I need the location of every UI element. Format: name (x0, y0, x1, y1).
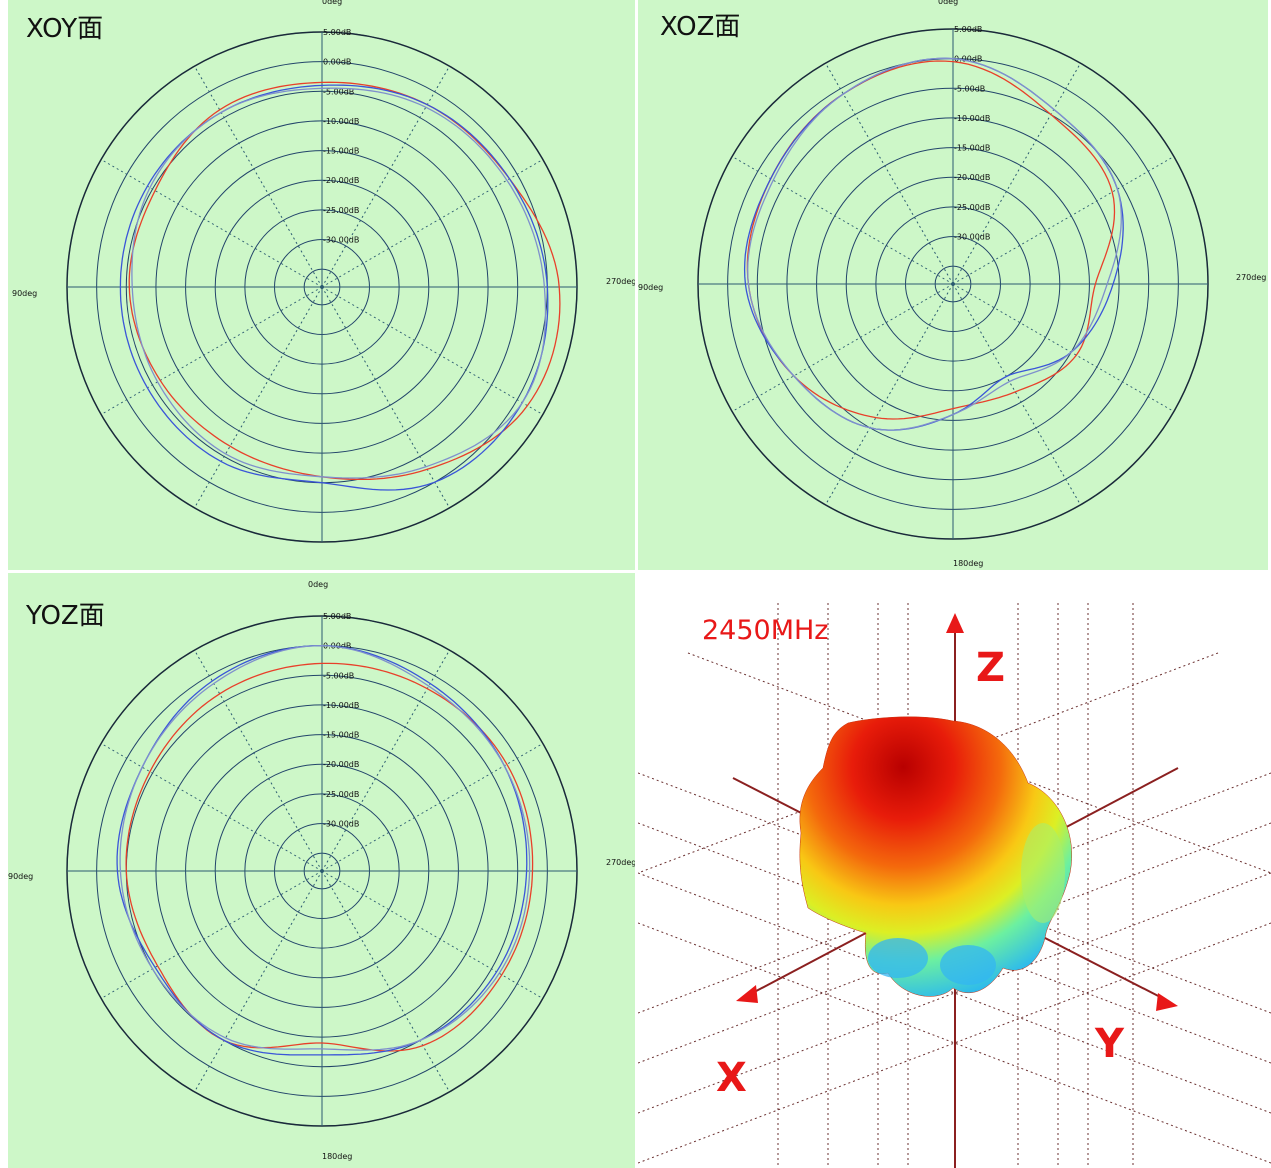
polar-chart-xoy: 5.00dB 0.00dB -5.00dB -10.00dB -15.00dB -20.0… (12, 0, 635, 543)
polar-chart-xoz: 5.00dB 0.00dB -5.00dB -10.00dB -15.00dB -20.0… (638, 0, 1266, 568)
y-axis-arrow (1156, 993, 1178, 1011)
angle-tick-label: 180deg (322, 1152, 352, 1161)
ring-tick-label: -30.00dB (323, 820, 359, 829)
polar-spoke (825, 62, 954, 285)
ring-tick-label: -20.00dB (954, 173, 990, 182)
angle-tick-label: 0deg (938, 0, 958, 6)
ring-tick-label: 0.00dB (954, 55, 982, 64)
ring-tick-label: -20.00dB (323, 760, 359, 769)
lobe-bottom-shade (868, 938, 928, 978)
ring-tick-label: -30.00dB (323, 236, 359, 245)
polar-series-line (743, 57, 1124, 431)
angle-tick-label: 180deg (953, 559, 983, 568)
ring-tick-label: -25.00dB (323, 206, 359, 215)
z-axis-arrow (946, 613, 964, 633)
radiation-lobe (799, 716, 1072, 997)
ring-tick-label: -20.00dB (323, 176, 359, 185)
polar-spoke (825, 283, 954, 506)
y-axis-label: Y (1095, 1021, 1124, 1067)
angle-tick-label: 270deg (1236, 273, 1266, 282)
ring-tick-label: 5.00dB (954, 25, 982, 34)
ring-tick-label: -25.00dB (954, 203, 990, 212)
angle-tick-label: 90deg (638, 283, 663, 292)
ring-tick-label: -5.00dB (954, 84, 985, 93)
angle-tick-label: 0deg (322, 0, 342, 6)
ring-tick-label: 5.00dB (323, 612, 351, 621)
polar-spoke (321, 870, 450, 1093)
ring-tick-label: -30.00dB (954, 233, 990, 242)
angle-tick-label: 270deg (606, 858, 635, 867)
polar-series-line (119, 644, 531, 1051)
ring-tick-label: 5.00dB (323, 28, 351, 37)
ring-tick-label: -15.00dB (323, 731, 359, 740)
x-axis-label: X (716, 1055, 747, 1101)
ring-tick-label: -5.00dB (323, 87, 354, 96)
z-axis-label: Z (976, 645, 1006, 691)
polar-spoke (731, 156, 954, 285)
polar-series-line (131, 87, 547, 479)
polar-spoke (194, 65, 323, 288)
polar-panel-yoz: 5.00dB 0.00dB -5.00dB -10.00dB -15.00dB -20.0… (8, 573, 635, 1168)
polar-series-line (747, 57, 1122, 431)
polar-spoke (321, 870, 544, 999)
chart-title-xoz: XOZ面 (660, 12, 741, 42)
chart-title-yoz: YOZ面 (26, 601, 105, 631)
polar-series-line (119, 84, 549, 491)
polar-spoke (321, 286, 450, 509)
polar-spoke (100, 743, 323, 872)
polar-spoke (731, 283, 954, 412)
lobe-side-shade (1021, 823, 1065, 923)
angle-tick-label: 0deg (308, 580, 328, 589)
ring-tick-label: -10.00dB (954, 114, 990, 123)
angle-tick-label: 90deg (8, 872, 33, 881)
chart-title-xoy: XOY面 (26, 14, 104, 44)
ring-tick-label: -15.00dB (954, 144, 990, 153)
radiation-pattern-3d (638, 603, 1271, 1168)
lobe-bottom-shade (940, 945, 996, 985)
ring-tick-label: -5.00dB (323, 671, 354, 680)
ring-tick-label: -10.00dB (323, 117, 359, 126)
polar-panel-xoz: 5.00dB 0.00dB -5.00dB -10.00dB -15.00dB -20.0… (638, 0, 1268, 570)
frequency-label: 2450MHz (702, 615, 829, 646)
angle-tick-label: 90deg (12, 289, 37, 298)
polar-chart-yoz: 5.00dB0.00dB-5.00dB-10.00dB-15.00dB-20.0… (8, 580, 635, 1161)
polar-panel-xoy: 5.00dB 0.00dB -5.00dB -10.00dB -15.00dB -20.0… (8, 0, 635, 570)
polar-series-line (125, 662, 534, 1052)
angle-tick-label: 270deg (606, 277, 635, 286)
x-axis-arrow (736, 985, 758, 1003)
polar-series-line (128, 81, 561, 481)
polar-spoke (321, 286, 544, 415)
ring-tick-label: 0.00dB (323, 58, 351, 67)
polar-spoke (194, 870, 323, 1093)
ring-tick-label: -10.00dB (323, 701, 359, 710)
ring-tick-label: -15.00dB (323, 147, 359, 156)
ring-tick-label: -25.00dB (323, 790, 359, 799)
radiation-pattern-3d-panel: 2450MHz Z X Y (638, 573, 1271, 1168)
polar-spoke (952, 283, 1081, 506)
polar-spoke (100, 159, 323, 288)
